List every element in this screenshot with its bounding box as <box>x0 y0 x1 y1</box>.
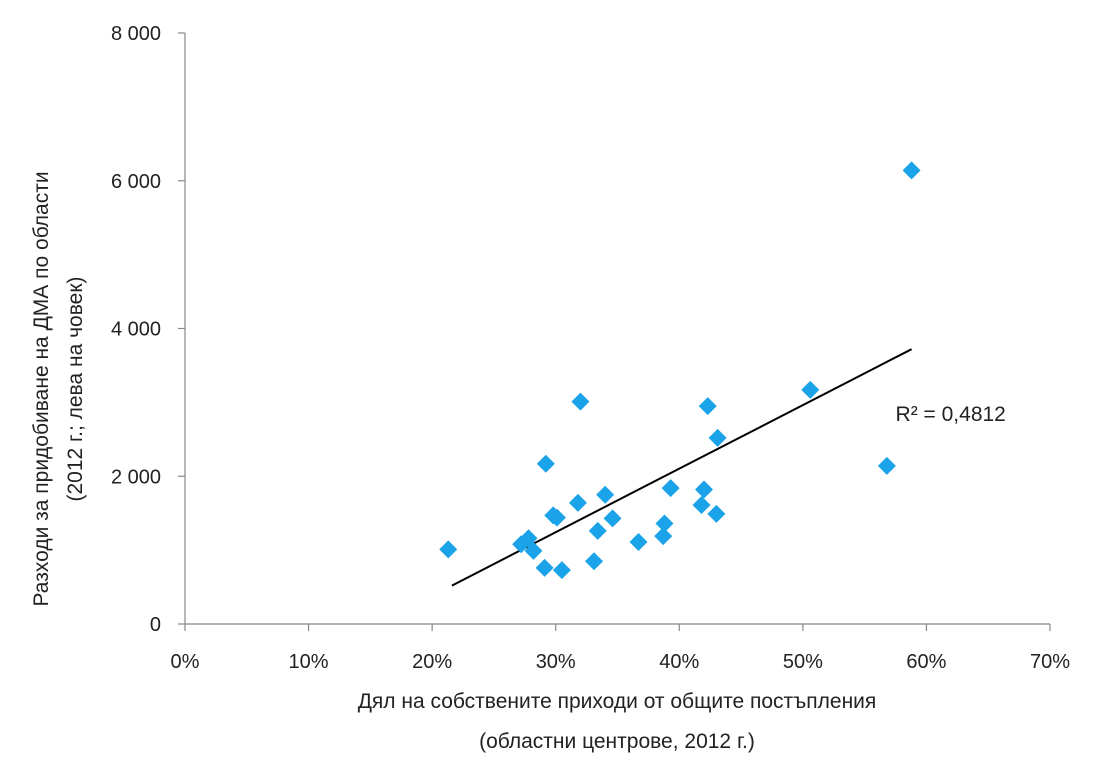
data-point <box>536 454 555 473</box>
y-tick-label: 8 000 <box>111 23 161 45</box>
data-point <box>588 521 607 540</box>
data-points <box>439 161 921 580</box>
data-point <box>524 541 543 560</box>
data-point <box>801 380 820 399</box>
data-point <box>877 456 896 475</box>
y-tick-label: 0 <box>150 614 161 636</box>
data-point <box>596 485 615 504</box>
y-tick-label: 6 000 <box>111 171 161 193</box>
data-point <box>552 561 571 580</box>
x-tick-label: 40% <box>659 651 699 673</box>
data-point <box>571 392 590 411</box>
data-point <box>568 493 587 512</box>
r-squared-annotation: R² = 0,4812 <box>896 403 1006 426</box>
x-tick-label: 50% <box>783 651 823 673</box>
data-point <box>707 504 726 523</box>
data-point <box>654 527 673 546</box>
data-point <box>698 397 717 416</box>
x-tick-label: 60% <box>906 651 946 673</box>
x-tick-label: 30% <box>536 651 576 673</box>
x-tick-label: 20% <box>412 651 452 673</box>
x-axis-label-subtitle: (областни центрове, 2012 г.) <box>479 730 755 753</box>
data-point <box>692 496 711 515</box>
data-point <box>603 509 622 528</box>
y-tick-label: 2 000 <box>111 466 161 488</box>
data-point <box>902 161 921 180</box>
x-tick-label: 10% <box>289 651 329 673</box>
data-point <box>661 479 680 498</box>
data-point <box>695 480 713 499</box>
data-point <box>708 428 727 447</box>
x-axis-label: Дял на собствените приходи от общите пос… <box>358 690 877 713</box>
data-point <box>439 540 458 559</box>
y-axis-ticks: 0 2 000 4 000 6 000 8 000 <box>111 23 185 636</box>
y-axis-label: Разходи за придобиване на ДМА по области <box>30 171 53 606</box>
y-tick-label: 4 000 <box>111 319 161 341</box>
data-point <box>629 532 648 551</box>
x-axis-ticks: 0% 10% 20% 30% 40% 50% 60% 70% <box>171 624 1070 673</box>
data-point <box>547 508 566 527</box>
x-tick-label: 0% <box>171 651 200 673</box>
x-tick-label: 70% <box>1030 651 1070 673</box>
data-point <box>655 514 674 533</box>
data-point <box>535 558 554 577</box>
y-axis-label-subtitle: (2012 г.; лева на човек) <box>64 276 87 501</box>
axes <box>184 33 1050 625</box>
data-point <box>585 552 604 571</box>
